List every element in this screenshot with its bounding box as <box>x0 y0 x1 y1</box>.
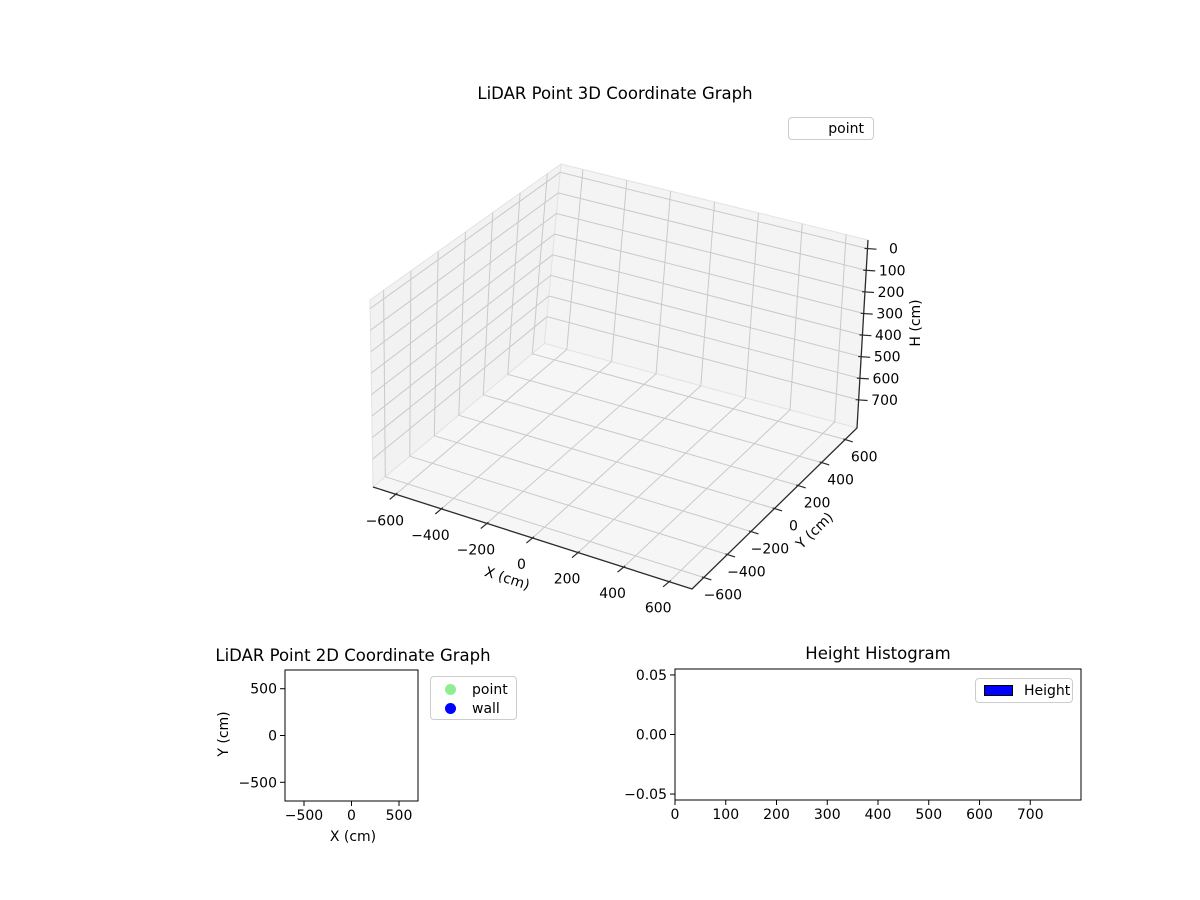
hist-x-tick-label: 200 <box>763 807 790 823</box>
hist-x-tick-label: 300 <box>814 807 841 823</box>
plot2d-ylabel: Y (cm) <box>216 711 232 757</box>
x3d-tick-label: 600 <box>645 601 672 617</box>
hist-y-tick-label: 0.00 <box>636 728 667 744</box>
hist-x-tick-label: 400 <box>865 807 892 823</box>
plot2d-x-tick-label: −500 <box>285 808 323 824</box>
y3d-tick <box>819 461 830 466</box>
plot2d-legend-label-point: point <box>472 681 508 698</box>
y3d-tick <box>701 576 712 581</box>
wall-marker-icon <box>445 703 456 714</box>
z3d-tick <box>855 399 868 402</box>
y3d-tick <box>748 530 759 535</box>
y3d-tick <box>725 553 736 558</box>
plot2d-y-tick-label: 0 <box>268 729 277 745</box>
x3d-tick-label: −600 <box>366 513 404 529</box>
y3d-tick-label: −600 <box>704 588 742 604</box>
hist-y-tick-label: −0.05 <box>624 787 667 803</box>
hist-x-tick-label: 600 <box>966 807 993 823</box>
plot2d-legend-item-wall: wall <box>431 699 516 718</box>
x3d-tick-label: 200 <box>554 572 581 588</box>
x3d-tick <box>389 492 398 500</box>
z3d-tick-label: 100 <box>879 263 906 279</box>
plot2d-title: LiDAR Point 2D Coordinate Graph <box>215 646 491 665</box>
x3d-tick <box>434 507 444 515</box>
y3d-tick <box>843 438 853 443</box>
x3d-tick <box>662 579 672 588</box>
hist-x-tick-label: 100 <box>712 807 739 823</box>
z3d-tick-label: 200 <box>878 285 905 301</box>
y3d-tick-label: −400 <box>727 565 765 581</box>
y3d-tick-label: −200 <box>751 542 789 558</box>
z3d-tick <box>863 269 876 272</box>
z3d-tick <box>859 334 872 337</box>
z3d-tick-label: 500 <box>874 350 901 366</box>
plot2d-legend-label-wall: wall <box>472 700 500 717</box>
z3d-tick-label: 300 <box>876 307 903 323</box>
plot2d-legend: point wall <box>430 676 517 720</box>
y3d-tick-label: 400 <box>827 473 854 489</box>
y3d-tick <box>796 484 806 489</box>
x3d-tick-label: −400 <box>411 528 449 544</box>
hist-y-tick-label: 0.05 <box>636 668 667 684</box>
z3d-tick <box>860 312 873 315</box>
x3d-tick <box>617 565 626 573</box>
x3d-tick <box>480 521 489 529</box>
plot3d-zlabel: H (cm) <box>908 299 924 347</box>
point-marker-icon <box>445 684 456 695</box>
hist-legend-label-height: Height <box>1024 682 1071 699</box>
z3d-tick-label: 0 <box>889 242 898 258</box>
plot3d-legend-label-point: point <box>828 120 864 137</box>
plot2d-y-tick-label: −500 <box>239 775 277 791</box>
plot3d-legend: point <box>788 117 874 140</box>
plot2d-axes: −500 0 500 500 0 −500 <box>239 669 419 824</box>
z3d-tick-label: 400 <box>875 328 902 344</box>
x3d-tick <box>526 536 535 544</box>
z3d-tick <box>858 355 871 358</box>
hist-x-tick-label: 700 <box>1017 807 1044 823</box>
plot3d-axes: −600−400−2000200400600−600−400−200020040… <box>366 162 906 617</box>
hist-x-tick-label: 0 <box>671 807 680 823</box>
y3d-tick-label: 600 <box>851 450 878 466</box>
z3d-tick-label: 700 <box>871 393 898 409</box>
hist-axes: 0 100 200 300 400 500 600 700 0.05 0.00 −0.05 <box>624 668 1082 823</box>
plot2d-x-tick-label: 500 <box>386 808 413 824</box>
x3d-tick-label: −200 <box>457 542 495 558</box>
hist-title: Height Histogram <box>805 644 951 663</box>
x3d-tick-label: 400 <box>599 586 626 602</box>
plot2d-legend-item-point: point <box>431 680 516 699</box>
y3d-tick <box>772 507 783 512</box>
z3d-tick <box>861 291 875 294</box>
plot2d-frame <box>284 669 419 802</box>
grid-lines <box>369 169 868 583</box>
x3d-tick-label: 0 <box>517 557 526 573</box>
plot2d-xlabel: X (cm) <box>329 829 377 845</box>
z3d-tick <box>864 247 877 250</box>
hist-x-tick-label: 500 <box>915 807 942 823</box>
z3d-tick <box>856 377 869 380</box>
z3d-tick-label: 600 <box>873 371 900 387</box>
y3d-tick-label: 0 <box>789 519 798 535</box>
y3d-tick-label: 200 <box>804 496 831 512</box>
plot2d-x-tick-label: 0 <box>347 808 356 824</box>
x3d-tick <box>571 550 580 559</box>
hist-legend: Height <box>975 678 1073 703</box>
height-swatch-icon <box>984 685 1013 696</box>
plot3d-title: LiDAR Point 3D Coordinate Graph <box>477 84 753 103</box>
plot2d-y-tick-label: 500 <box>250 682 277 698</box>
